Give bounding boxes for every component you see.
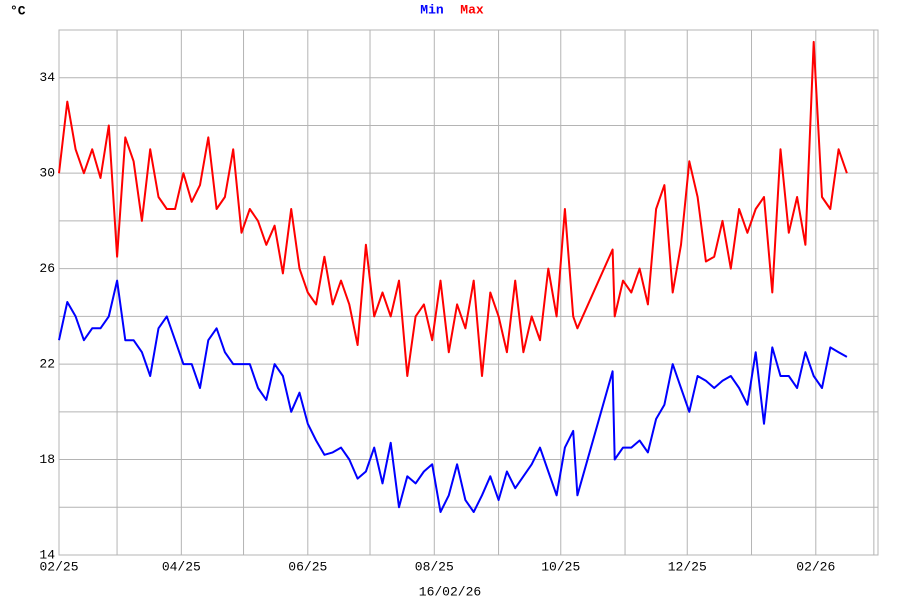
plot-frame <box>58 29 879 556</box>
y-tick-label: 18 <box>39 452 55 467</box>
x-tick-label: 10/25 <box>541 559 580 574</box>
y-tick-label: 14 <box>39 547 55 562</box>
x-tick-label: 02/26 <box>796 559 835 574</box>
legend-label: Max <box>460 2 484 17</box>
x-tick-label: 02/25 <box>39 559 78 574</box>
x-tick-label: 12/25 <box>668 559 707 574</box>
x-tick-label: 06/25 <box>288 559 327 574</box>
y-tick-label: 34 <box>39 70 55 85</box>
unit-label: °C <box>10 3 26 18</box>
x-tick-label: 04/25 <box>162 559 201 574</box>
y-tick-label: 22 <box>39 357 55 372</box>
y-tick-label: 26 <box>39 261 55 276</box>
y-tick-label: 30 <box>39 166 55 181</box>
x-tick-label: 08/25 <box>415 559 454 574</box>
series-line <box>58 279 848 513</box>
legend-label: Min <box>420 2 444 17</box>
x-axis-label: 16/02/26 <box>419 584 481 599</box>
series-line <box>58 40 848 377</box>
